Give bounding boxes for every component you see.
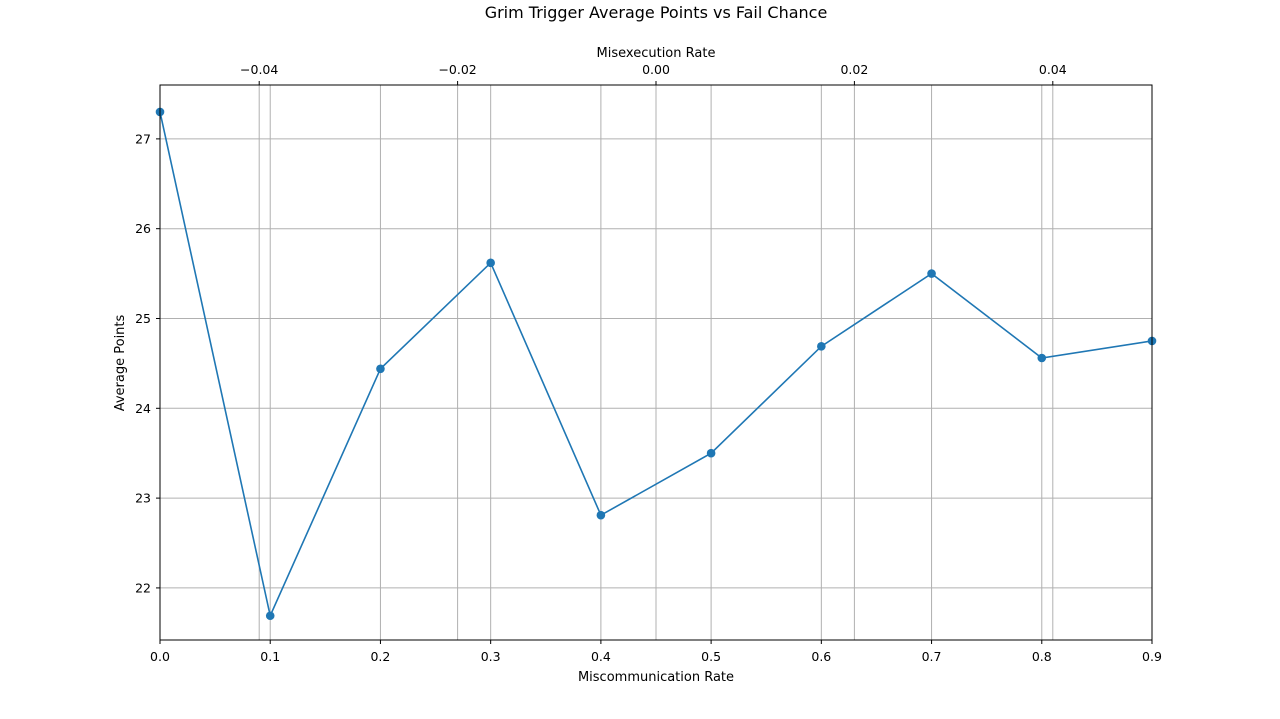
series-line <box>159 111 1153 619</box>
top-x-tick-label: 0.04 <box>1039 62 1067 77</box>
data-point <box>927 269 936 278</box>
grid <box>159 85 1153 640</box>
data-point <box>376 364 385 374</box>
data-point <box>1037 353 1047 363</box>
x-tick-label: 0.7 <box>922 649 942 664</box>
data-point <box>486 258 495 268</box>
x-tick-label: 0.2 <box>370 649 390 664</box>
x-tick-label: 0.4 <box>591 649 611 664</box>
x-tick-label: 0.3 <box>481 649 501 664</box>
x-tick-label: 0.5 <box>701 649 721 664</box>
top-x-tick-label: 0.00 <box>642 62 670 77</box>
data-point <box>817 342 826 351</box>
y-tick-label: 22 <box>135 580 151 595</box>
top-x-tick-label: 0.02 <box>840 62 868 77</box>
y-tick-label: 26 <box>135 221 151 236</box>
top-axis-label: Misexecution Rate <box>597 46 716 61</box>
x-tick-label: 0.0 <box>150 649 170 664</box>
data-point <box>706 448 716 458</box>
x-tick-label: 0.6 <box>811 649 831 664</box>
x-tick-label: 0.8 <box>1032 649 1052 664</box>
data-point <box>596 510 606 520</box>
y-tick-label: 23 <box>135 491 151 506</box>
x-tick-label: 0.1 <box>260 649 280 664</box>
y-tick-label: 25 <box>135 311 151 326</box>
y-axis-label: Average Points <box>113 314 128 411</box>
y-tick-label: 24 <box>135 401 151 416</box>
chart-title: Grim Trigger Average Points vs Fail Chan… <box>485 3 828 22</box>
ticks: 0.0 0.1 0.2 0.3 0.4 0.5 0.6 0.7 0.8 0.9 22 23 24 25 26… <box>135 62 1162 664</box>
y-tick-label: 27 <box>135 131 151 146</box>
top-x-tick-label: −0.02 <box>438 62 476 77</box>
x-axis-label: Miscommunication Rate <box>578 670 734 685</box>
data-point <box>265 611 275 621</box>
series-line-group <box>155 107 1157 621</box>
top-x-tick-label: −0.04 <box>240 62 278 77</box>
x-tick-label: 0.9 <box>1142 649 1162 664</box>
